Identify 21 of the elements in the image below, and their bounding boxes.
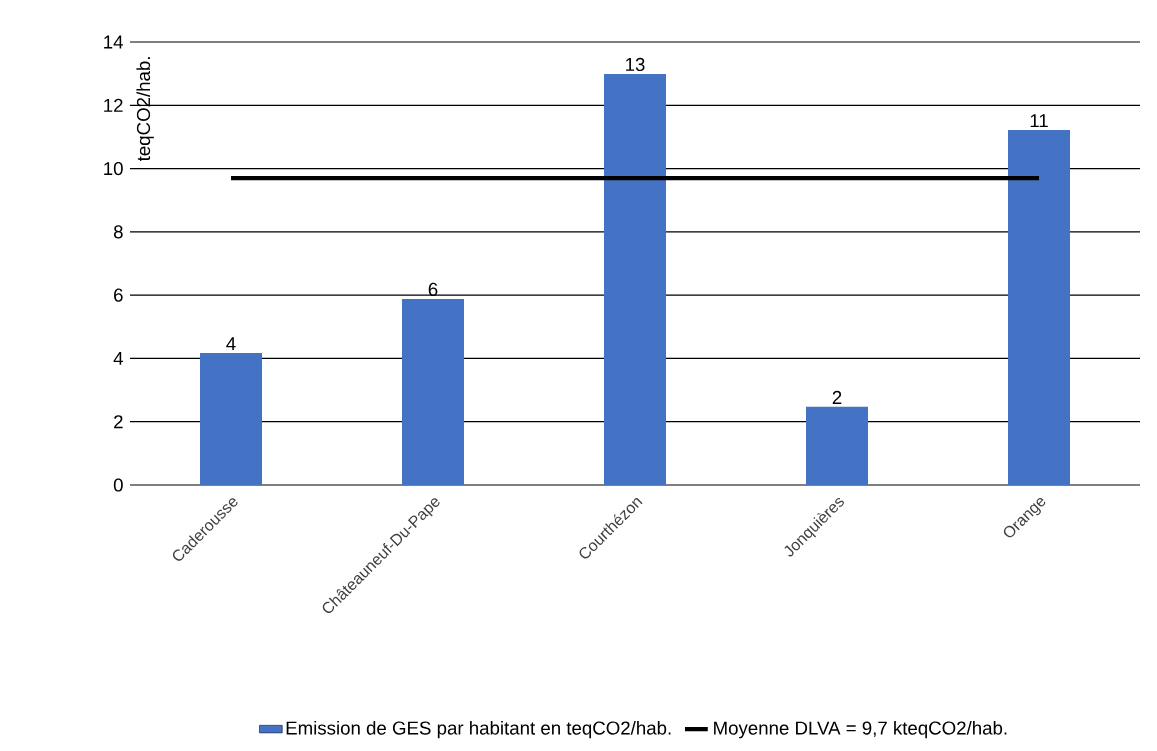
y-tick-label: 10 [104, 161, 123, 176]
bar [1008, 129, 1071, 485]
y-tick-label: 4 [113, 352, 123, 365]
data-label: 4 [226, 337, 236, 351]
bar [402, 298, 464, 485]
bar [604, 73, 667, 485]
bar [806, 406, 868, 485]
data-label: 2 [832, 390, 842, 404]
y-axis-title: teqCO2/hab. [136, 57, 154, 162]
bar [200, 353, 263, 485]
y-tick-label: 12 [104, 98, 123, 112]
y-tick-label: 6 [114, 288, 123, 302]
data-label: 11 [1030, 114, 1048, 128]
y-tick-label: 8 [113, 225, 123, 239]
y-tick-label: 0 [113, 478, 123, 492]
y-tick-label: 2 [114, 415, 123, 429]
legend-label: Emission de GES par habitant en teqCO2/hab. [286, 720, 671, 739]
legend-label: Moyenne DLVA = 9,7 kteqCO2/hab. [714, 720, 1007, 739]
data-label: 13 [626, 57, 645, 72]
data-label: 6 [428, 282, 438, 297]
y-tick-label: 14 [104, 35, 123, 49]
